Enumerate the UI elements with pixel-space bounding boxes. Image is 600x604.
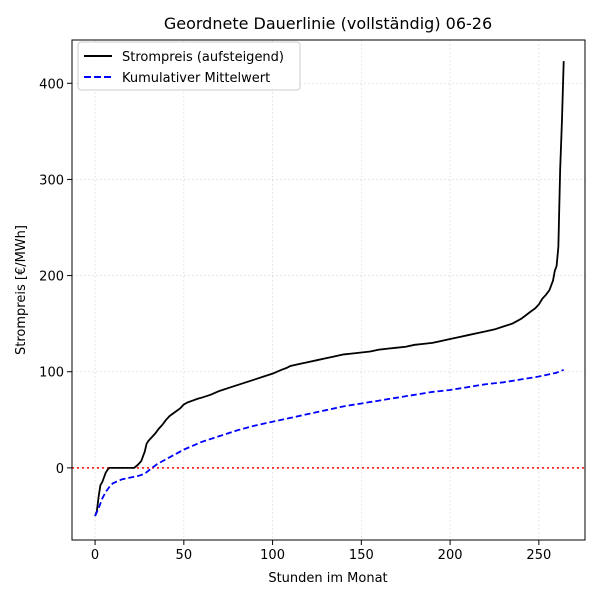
legend-label-price: Strompreis (aufsteigend)	[122, 50, 284, 65]
cumulative-mean-line	[94, 368, 565, 517]
plot-frame	[71, 39, 586, 541]
x-tick-label: 150	[349, 548, 374, 563]
x-tick-label: 100	[260, 548, 285, 563]
legend: Strompreis (aufsteigend) Kumulativer Mit…	[77, 41, 301, 91]
y-tick-label: 0	[56, 462, 64, 477]
y-axis-ticks: 0 100 200 300 400	[39, 77, 72, 477]
legend-label-mean: Kumulativer Mittelwert	[122, 71, 270, 86]
legend-box	[77, 41, 301, 91]
y-tick-label: 100	[39, 366, 64, 381]
x-tick-label: 50	[176, 548, 193, 563]
x-axis-ticks: 0 50 100 150 200 250	[91, 540, 551, 563]
y-axis-label: Strompreis [€/MWh]	[14, 225, 29, 355]
x-tick-label: 0	[91, 548, 99, 563]
series-layer	[94, 61, 565, 517]
x-axis-label: Stunden im Monat	[268, 571, 387, 586]
x-tick-label: 250	[526, 548, 551, 563]
y-tick-label: 200	[39, 270, 64, 285]
price-line	[94, 61, 565, 517]
chart-title: Geordnete Dauerlinie (vollständig) 06-26	[164, 14, 492, 33]
x-tick-label: 200	[438, 548, 463, 563]
y-tick-label: 300	[39, 173, 64, 188]
y-tick-label: 400	[39, 77, 64, 92]
